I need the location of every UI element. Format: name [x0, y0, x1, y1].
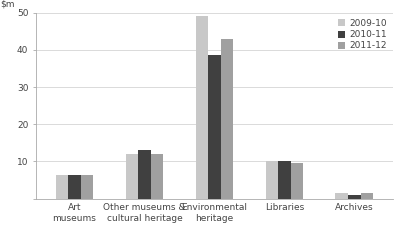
Bar — [348, 195, 360, 199]
Bar — [208, 55, 221, 199]
Bar — [360, 193, 373, 199]
Bar — [68, 175, 81, 199]
Bar — [291, 163, 303, 199]
Bar — [196, 16, 208, 199]
Y-axis label: $m: $m — [0, 0, 15, 9]
Bar — [266, 161, 278, 199]
Bar — [221, 39, 233, 199]
Bar — [278, 161, 291, 199]
Bar — [125, 154, 138, 199]
Bar — [151, 154, 163, 199]
Bar — [81, 175, 93, 199]
Bar — [138, 150, 151, 199]
Legend: 2009-10, 2010-11, 2011-12: 2009-10, 2010-11, 2011-12 — [336, 17, 388, 52]
Bar — [335, 193, 348, 199]
Bar — [56, 175, 68, 199]
